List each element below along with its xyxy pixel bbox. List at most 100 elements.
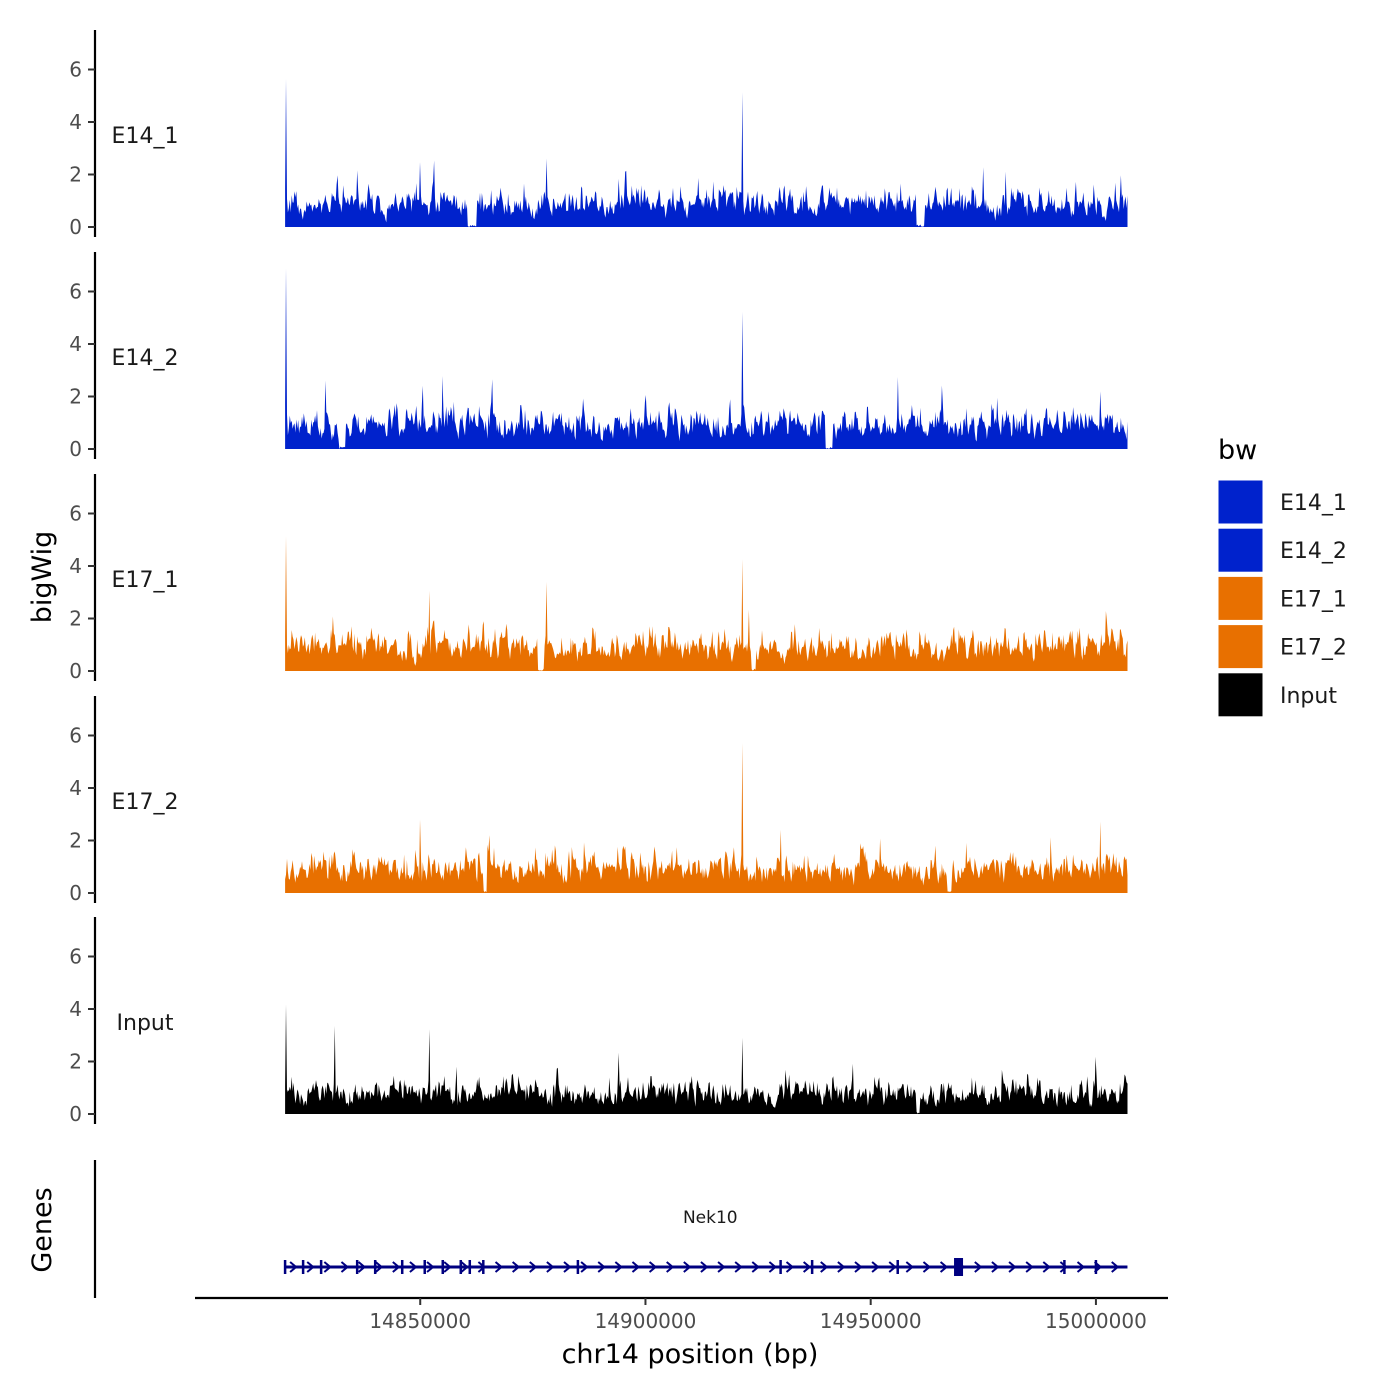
strand-arrow	[1008, 1261, 1017, 1273]
strand-arrow	[648, 1261, 658, 1273]
exon	[441, 1260, 445, 1274]
x-tick-label: 14900000	[595, 1309, 697, 1333]
exon	[576, 1260, 580, 1274]
exon	[810, 1260, 814, 1274]
exon	[459, 1260, 463, 1274]
exon	[283, 1260, 287, 1274]
y-tick-label: 4	[69, 776, 82, 800]
strand-arrow	[1059, 1261, 1068, 1273]
bigwig-tracks: 0 2 4 6 E14_1 0 2 4 6 E14_2 0 2 4 6 E17_1 0 2 4 6 E17_2 0 2 4 6…	[69, 30, 1128, 1126]
x-tick-label: 14850000	[369, 1309, 471, 1333]
y-tick-label: 0	[69, 215, 82, 239]
strand-arrow	[494, 1261, 504, 1273]
strand-arrow	[511, 1261, 521, 1273]
legend-label: E14_2	[1280, 539, 1347, 564]
x-tick-label: 15000000	[1045, 1309, 1147, 1333]
track-input: 0 2 4 6 Input	[69, 917, 1128, 1126]
coverage-area-e14-2	[285, 268, 1128, 449]
strand-arrow	[991, 1261, 1000, 1273]
strand-arrow	[340, 1261, 350, 1273]
y-tick-label: 6	[69, 502, 82, 526]
y-tick-label: 0	[69, 1102, 82, 1126]
strand-arrow	[820, 1261, 829, 1273]
strand-arrow	[1076, 1261, 1086, 1273]
strand-arrow	[1111, 1261, 1120, 1273]
strand-arrow	[631, 1261, 641, 1273]
legend-label: E14_1	[1280, 491, 1347, 516]
exon	[423, 1260, 426, 1274]
strand-arrow	[734, 1261, 743, 1273]
y-tick-label: 6	[69, 724, 82, 748]
exon	[373, 1260, 377, 1274]
strand-arrow	[563, 1261, 572, 1273]
strand-arrow	[768, 1261, 777, 1273]
y-tick-label: 2	[69, 829, 82, 853]
track-label: E14_1	[112, 124, 179, 149]
gene-name-label: Nek10	[683, 1208, 738, 1228]
legend-key-input	[1217, 672, 1264, 718]
strand-arrow	[785, 1261, 795, 1273]
legend-label: E17_2	[1280, 636, 1347, 661]
gene-track: Nek10	[93, 1160, 1128, 1298]
coverage-area-e17-2	[285, 743, 1128, 893]
y-tick-label: 2	[69, 607, 82, 631]
strand-arrow	[409, 1261, 418, 1273]
legend: bw E14_1 E14_2 E17_1 E17_2 Input	[1217, 435, 1347, 718]
strand-arrow	[666, 1261, 675, 1273]
strand-arrow	[529, 1261, 538, 1273]
exon	[482, 1260, 485, 1274]
x-tick-label: 14950000	[820, 1309, 922, 1333]
coverage-area-e14-1	[285, 79, 1128, 227]
strand-arrow	[802, 1261, 812, 1273]
track-e17-1: 0 2 4 6 E17_1	[69, 474, 1128, 683]
strand-arrow	[375, 1261, 384, 1273]
track-e14-2: 0 2 4 6 E14_2	[69, 252, 1128, 461]
strand-arrow	[1025, 1261, 1034, 1273]
coverage-area-input	[285, 1004, 1128, 1114]
y-tick-label: 2	[69, 1050, 82, 1074]
track-label: Input	[117, 1011, 174, 1036]
y-tick-label: 4	[69, 332, 82, 356]
exon	[1094, 1260, 1098, 1274]
strand-arrow	[392, 1261, 401, 1273]
legend-key-e14-2	[1217, 527, 1264, 573]
strand-arrow	[306, 1261, 315, 1273]
legend-label: E17_1	[1280, 587, 1347, 612]
strand-arrow	[443, 1261, 452, 1273]
genes-axis-title: Genes	[27, 1187, 58, 1272]
y-tick-label: 4	[69, 110, 82, 134]
track-e14-1: 0 2 4 6 E14_1	[69, 30, 1128, 239]
y-tick-label: 2	[69, 163, 82, 187]
strand-arrow	[905, 1261, 914, 1273]
strand-arrow	[460, 1261, 469, 1273]
strand-arrow	[922, 1261, 932, 1273]
track-label: E17_2	[112, 790, 179, 815]
strand-arrow	[717, 1261, 726, 1273]
strand-arrow	[683, 1261, 692, 1273]
y-tick-label: 4	[69, 554, 82, 578]
strand-arrow	[974, 1261, 983, 1273]
exon	[1063, 1260, 1066, 1274]
y-axis-title: bigWig	[27, 531, 58, 624]
strand-arrow	[1042, 1261, 1051, 1273]
y-tick-label: 6	[69, 58, 82, 82]
strand-arrow	[871, 1261, 880, 1273]
x-axis-title: chr14 position (bp)	[562, 1339, 819, 1370]
track-e17-2: 0 2 4 6 E17_2	[69, 696, 1128, 905]
strand-arrow	[854, 1261, 863, 1273]
strand-arrow	[700, 1261, 709, 1273]
y-tick-label: 4	[69, 997, 82, 1021]
strand-arrow	[426, 1261, 435, 1273]
strand-arrow	[888, 1261, 897, 1273]
exon	[301, 1260, 305, 1274]
exon	[319, 1260, 323, 1274]
exon	[954, 1258, 964, 1276]
strand-arrow	[323, 1261, 332, 1273]
strand-arrow	[546, 1261, 555, 1273]
track-label: E17_1	[112, 568, 179, 593]
legend-key-e17-1	[1217, 575, 1264, 621]
y-tick-label: 2	[69, 385, 82, 409]
strand-arrow	[837, 1261, 846, 1273]
strand-arrow	[580, 1261, 589, 1273]
exon	[779, 1260, 782, 1274]
